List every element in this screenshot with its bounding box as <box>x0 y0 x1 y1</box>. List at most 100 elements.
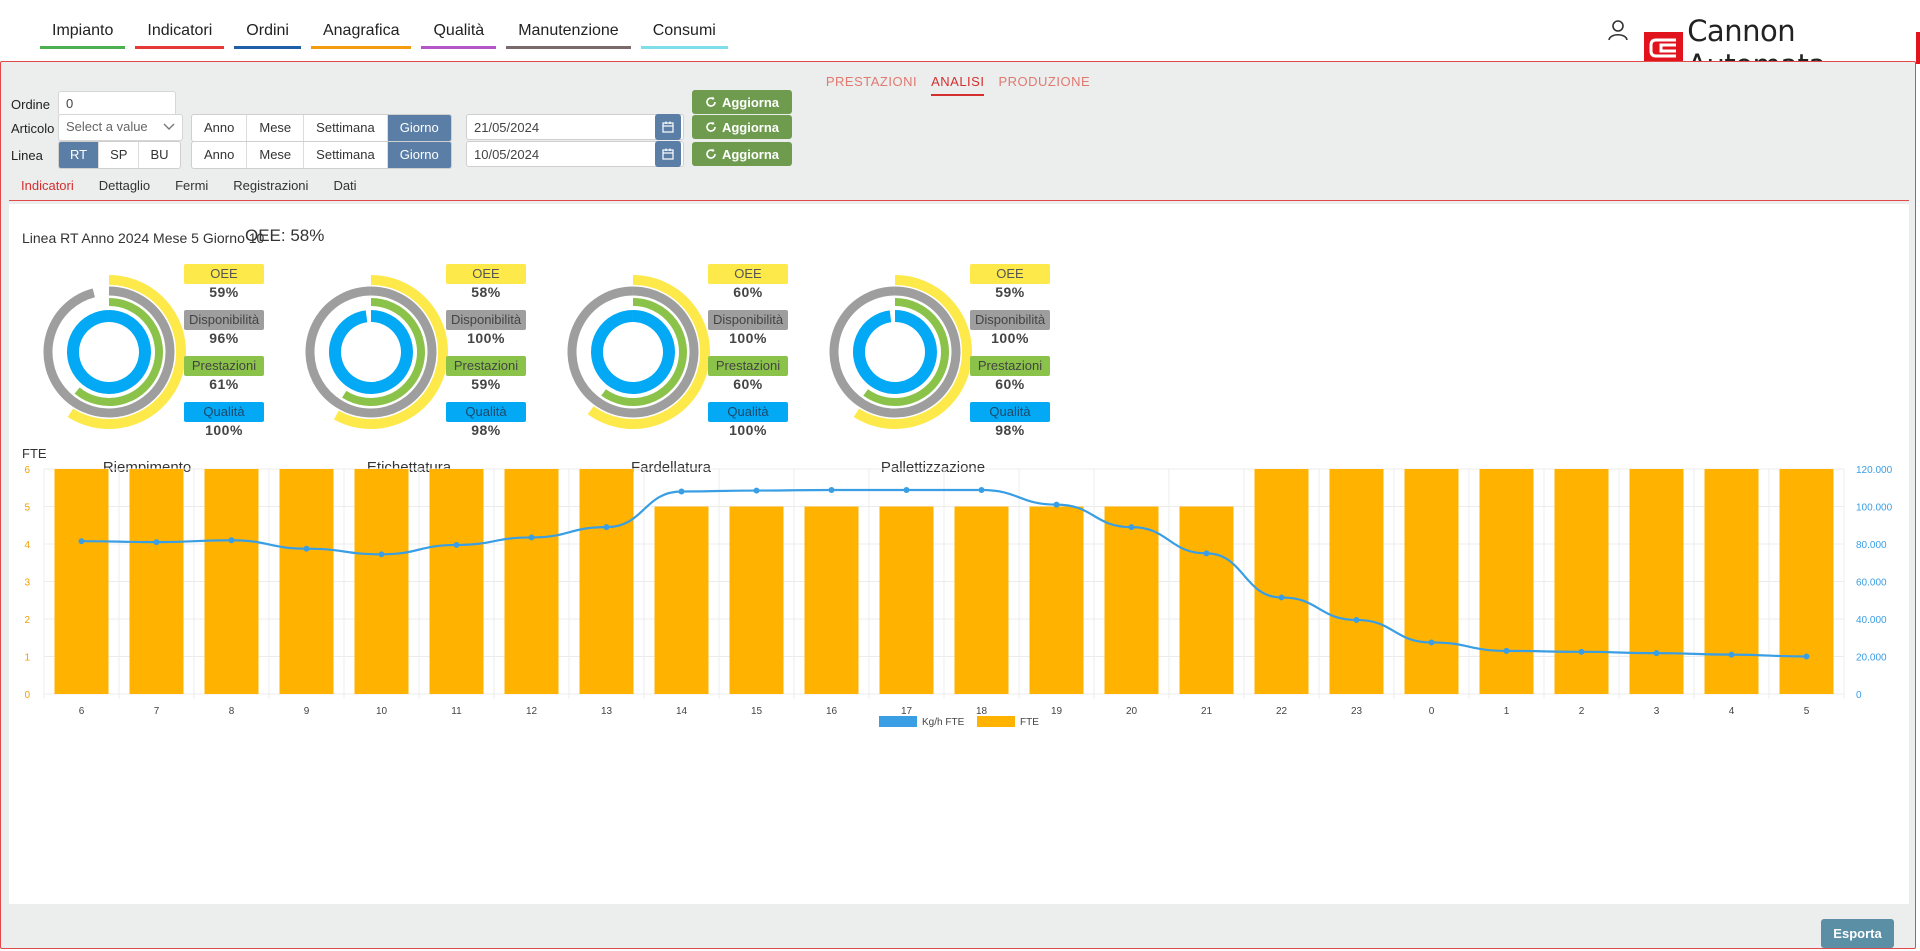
section-tab-produzione[interactable]: PRODUZIONE <box>998 74 1091 89</box>
badge-value-prest: 61% <box>209 376 239 392</box>
articolo-label: Articolo <box>11 121 55 136</box>
view-tab-fermi[interactable]: Fermi <box>175 178 209 193</box>
period1-option-mese[interactable]: Mese <box>247 115 305 141</box>
badge-qual: Qualità <box>708 402 788 422</box>
kgh-fte-point <box>1428 639 1435 646</box>
x-tick-label: 17 <box>901 706 913 717</box>
line-option-bu[interactable]: BU <box>150 147 169 162</box>
linea-label: Linea <box>11 148 43 163</box>
section-tabs: PRESTAZIONI ANALISI PRODUZIONE <box>1 74 1915 96</box>
aggiorna-button-articolo[interactable]: Aggiorna <box>692 115 792 139</box>
nav-item-ordini[interactable]: Ordini <box>234 22 301 49</box>
section-tab-analisi[interactable]: ANALISI <box>931 74 985 96</box>
articolo-select[interactable]: Select a value <box>58 114 183 141</box>
gauge-riempimento: OEE 59% Disponibilità 96% Prestazioni 61% Qual… <box>29 264 279 476</box>
gauge-name: Pallettizzazione <box>880 459 986 476</box>
date-input-1[interactable]: 21/05/2024 <box>466 114 684 140</box>
fte-bar <box>1179 506 1234 694</box>
aggiorna-button-ordine[interactable]: Aggiorna <box>692 90 792 114</box>
x-tick-label: 9 <box>304 706 310 717</box>
refresh-icon <box>706 96 716 107</box>
gauge-ring-disp <box>567 286 699 418</box>
gauge-ring-oee <box>333 275 448 429</box>
main-nav: Impianto Indicatori Ordini Anagrafica Qualit… <box>40 22 728 49</box>
nav-item-anagrafica[interactable]: Anagrafica <box>310 22 412 49</box>
x-tick-label: 11 <box>451 706 462 717</box>
fte-bar <box>1329 469 1384 694</box>
date-input-2[interactable]: 10/05/2024 <box>466 141 684 167</box>
x-tick-label: 4 <box>1729 706 1735 717</box>
period2-option-giorno[interactable]: Giorno <box>387 142 451 168</box>
kgh-fte-point <box>303 545 310 552</box>
badge-value-disp: 96% <box>209 330 239 346</box>
summary-heading: Linea RT Anno 2024 Mese 5 Giorno 10 <box>22 230 265 246</box>
x-tick-label: 6 <box>79 706 85 717</box>
export-button[interactable]: Esporta <box>1821 919 1894 948</box>
period1-option-giorno[interactable]: Giorno <box>387 115 451 141</box>
view-tab-indicatori[interactable]: Indicatori <box>21 178 74 193</box>
nav-item-consumi[interactable]: Consumi <box>640 22 728 49</box>
aggiorna-button-linea[interactable]: Aggiorna <box>692 142 792 166</box>
view-tab-dettaglio[interactable]: Dettaglio <box>98 178 151 193</box>
gauge-badges: OEE 60% Disponibilità 100% Prestazioni 60% Qua… <box>708 264 788 448</box>
kgh-fte-point <box>1503 647 1510 654</box>
calendar-button-2[interactable] <box>655 141 681 167</box>
gauge-rings <box>829 275 972 429</box>
period2-option-anno[interactable]: Anno <box>192 142 248 168</box>
line-option-rt[interactable]: RT <box>59 142 100 168</box>
kgh-fte-point <box>678 488 685 495</box>
gauge-ring-qual <box>591 310 675 394</box>
badge-value-prest: 59% <box>471 376 501 392</box>
badge-value-qual: 100% <box>205 422 243 438</box>
aggiorna-label: Aggiorna <box>721 146 780 162</box>
fte-bar <box>429 469 484 694</box>
line-selector: RT SP BU <box>58 141 181 169</box>
y-left-tick-label: 3 <box>24 578 30 589</box>
fte-bar <box>1554 469 1609 694</box>
period1-option-anno[interactable]: Anno <box>192 115 248 141</box>
kgh-fte-point <box>1353 616 1360 623</box>
period2-option-settimana[interactable]: Settimana <box>304 142 388 168</box>
fte-bar <box>504 469 559 694</box>
fte-bar <box>954 506 1009 694</box>
gauge-ring-oee <box>67 275 186 429</box>
nav-item-qualit-[interactable]: Qualità <box>421 22 497 49</box>
badge-value-disp: 100% <box>991 330 1029 346</box>
fte-bar <box>1629 469 1684 694</box>
line-option-sp[interactable]: SP <box>99 142 140 168</box>
calendar-button-1[interactable] <box>655 114 681 140</box>
fte-chart: 0123456020.00040.00060.00080.000100.0001… <box>24 465 1892 728</box>
x-tick-label: 8 <box>229 706 235 717</box>
view-tab-registrazioni[interactable]: Registrazioni <box>233 178 309 193</box>
kgh-fte-point <box>228 537 235 544</box>
period2-option-mese[interactable]: Mese <box>247 142 305 168</box>
x-tick-label: 13 <box>601 706 613 717</box>
kgh-fte-point <box>78 538 85 545</box>
oee-total: OEE: 58% <box>245 226 325 245</box>
view-tab-dati[interactable]: Dati <box>333 178 357 193</box>
x-tick-label: 14 <box>676 706 688 717</box>
x-tick-label: 15 <box>751 706 763 717</box>
user-icon[interactable] <box>1606 18 1630 44</box>
badge-prest: Prestazioni <box>970 356 1050 376</box>
badge-qual: Qualità <box>970 402 1050 422</box>
nav-item-impianto[interactable]: Impianto <box>40 22 126 49</box>
calendar-icon <box>662 148 674 160</box>
x-tick-label: 1 <box>1504 706 1510 717</box>
refresh-icon <box>706 148 716 159</box>
kgh-fte-point <box>828 487 835 493</box>
nav-item-manutenzione[interactable]: Manutenzione <box>506 22 631 49</box>
ordine-input[interactable]: 0 <box>58 91 176 116</box>
fte-bar <box>129 469 184 694</box>
section-tab-prestazioni[interactable]: PRESTAZIONI <box>825 74 918 89</box>
fte-bar <box>54 469 109 694</box>
y-right-tick-label: 0 <box>1856 690 1862 701</box>
period1-option-settimana[interactable]: Settimana <box>304 115 388 141</box>
nav-item-indicatori[interactable]: Indicatori <box>135 22 225 49</box>
fte-bar <box>579 469 634 694</box>
fte-bar <box>1704 469 1759 694</box>
x-tick-label: 19 <box>1051 706 1063 717</box>
kgh-fte-point <box>528 534 535 541</box>
y-left-tick-label: 2 <box>24 615 30 626</box>
badge-value-qual: 98% <box>995 422 1025 438</box>
